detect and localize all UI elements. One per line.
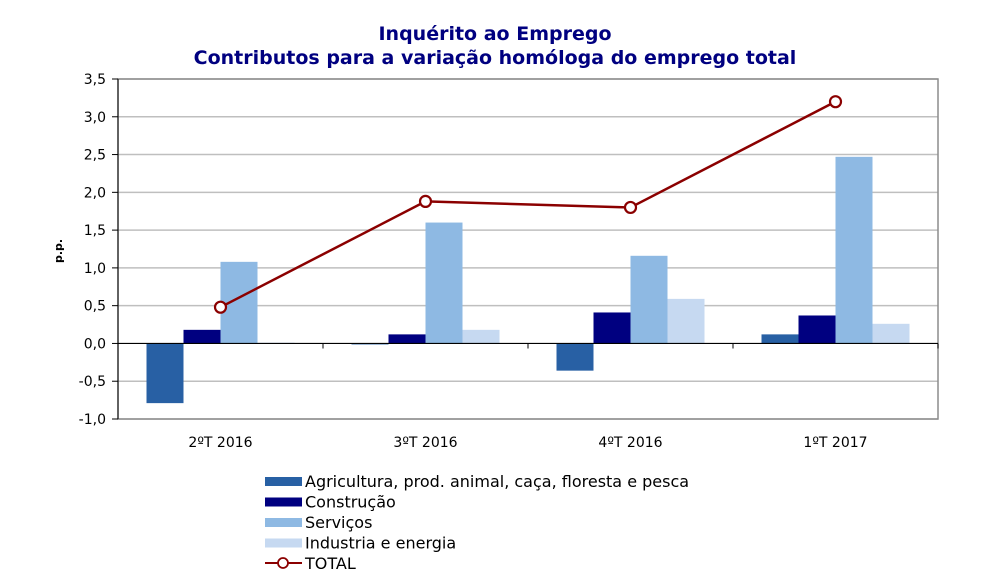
x-axis-labels: 2ºT 2016 3ºT 2016 4ºT 2016 1ºT 2017 <box>188 435 867 451</box>
legend-swatch-3 <box>265 538 302 548</box>
y-tick-label: 0,0 <box>84 336 106 352</box>
bar-2-1 <box>425 222 463 344</box>
legend-swatch-0 <box>265 477 302 486</box>
y-axis-ticks: -1,0 -0,5 0,0 0,5 1,0 1,5 2,0 2,5 3,0 3,5 <box>79 72 119 428</box>
x-tick-label: 4ºT 2016 <box>598 435 662 451</box>
bar-1-3 <box>798 315 836 344</box>
legend-label-1: Construção <box>305 493 396 512</box>
total-line-group <box>213 95 843 314</box>
y-tick-label: 3,5 <box>84 72 106 88</box>
legend-swatch-1 <box>265 497 302 507</box>
x-tick-label: 3ºT 2016 <box>393 435 457 451</box>
legend-label-4: TOTAL <box>304 554 356 573</box>
bar-3-1 <box>462 329 500 344</box>
bar-2-2 <box>630 255 668 344</box>
bars <box>117 156 939 404</box>
bar-0-3 <box>761 334 799 344</box>
chart-subtitle: Contributos para a variação homóloga do … <box>194 47 797 69</box>
x-tick-label: 1ºT 2017 <box>803 435 867 451</box>
legend-label-3: Industria e energia <box>305 534 456 553</box>
gridlines <box>117 78 939 420</box>
x-tick-label: 2ºT 2016 <box>188 435 252 451</box>
legend-swatch-2 <box>265 518 302 527</box>
legend-label-2: Serviços <box>305 513 372 532</box>
total-point-1 <box>418 194 433 208</box>
y-tick-label: 1,0 <box>84 261 106 277</box>
total-line <box>219 100 837 309</box>
y-axis-label: p.p. <box>52 239 65 263</box>
legend: Agricultura, prod. animal, caça, florest… <box>265 472 689 573</box>
total-point-0 <box>213 300 228 314</box>
bar-0-2 <box>556 343 594 371</box>
y-tick-label: 0,5 <box>84 299 106 315</box>
y-tick-label: -1,0 <box>79 412 106 428</box>
bar-0-0 <box>146 343 184 404</box>
legend-label-0: Agricultura, prod. animal, caça, florest… <box>305 472 689 491</box>
y-tick-label: 1,5 <box>84 223 106 239</box>
bar-1-0 <box>183 329 221 344</box>
y-tick-label: -0,5 <box>79 374 106 390</box>
bar-2-0 <box>220 261 258 344</box>
bar-3-2 <box>667 298 705 344</box>
bar-2-3 <box>835 156 873 344</box>
chart-title: Inquérito ao Emprego <box>378 23 611 45</box>
total-point-3 <box>828 95 843 109</box>
plot-area-border <box>117 78 939 420</box>
bar-1-1 <box>388 334 426 344</box>
bar-1-2 <box>593 312 631 344</box>
total-point-2 <box>623 200 638 215</box>
legend-swatch-marker <box>277 557 289 569</box>
y-tick-label: 2,0 <box>84 185 106 201</box>
y-tick-label: 2,5 <box>84 148 106 164</box>
bar-3-3 <box>872 323 910 344</box>
y-tick-label: 3,0 <box>84 110 106 126</box>
